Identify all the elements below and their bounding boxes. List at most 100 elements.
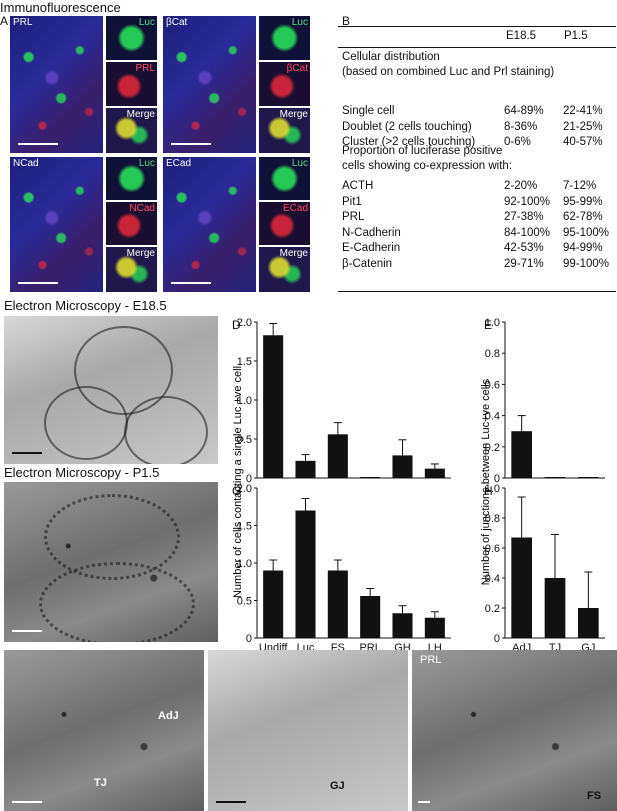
- panel-b-table: E18.5 P1.5 Cellular distribution (based …: [338, 16, 616, 294]
- bar: [295, 460, 316, 478]
- table-row: Doublet (2 cells touching) 8-36% 21-25%: [342, 121, 616, 136]
- scale-bar: [18, 143, 58, 145]
- x-tick-label: AdJ: [512, 642, 531, 650]
- table-cell-label: N-Cadherin: [342, 226, 401, 239]
- bar: [578, 608, 599, 638]
- table-cell-p15: 40-57%: [563, 136, 603, 149]
- scale-bar: [12, 801, 42, 803]
- table-cell-p15: 21-25%: [563, 120, 603, 133]
- bar: [511, 537, 532, 638]
- if-ecad-main-label: ECad: [166, 158, 192, 169]
- table-cell-e185: 8-36%: [504, 120, 538, 133]
- x-tick-label: GH: [394, 642, 411, 650]
- em-image-j: GJ: [208, 650, 408, 811]
- if-ncad-luc-label: Luc: [138, 158, 155, 169]
- table-header-row: E18.5 P1.5: [338, 30, 616, 46]
- if-ecad-merge-inset: Merge: [259, 247, 310, 292]
- table-section1-title: Cellular distribution: [342, 51, 440, 63]
- chart-d: 0 0.5 1.0 1.5 2.0: [237, 317, 451, 485]
- em-cell-outline: [39, 562, 195, 642]
- table-header-p15: P1.5: [564, 30, 588, 42]
- y-tick-label: 0: [246, 473, 252, 485]
- x-tick-label: Luc: [297, 642, 315, 650]
- bar: [263, 570, 284, 638]
- y-tick-label: 0.2: [485, 442, 500, 454]
- table-cell-label: Pit1: [342, 195, 362, 208]
- if-bcat-luc-label: Luc: [291, 17, 308, 28]
- table-cell-label: β-Catenin: [342, 258, 393, 270]
- table-cell-e185: 0-6%: [504, 136, 531, 149]
- scale-bar: [171, 143, 211, 145]
- em-cell-outline: [44, 386, 128, 460]
- em-label-gj: GJ: [330, 780, 345, 792]
- em-image-f: [4, 482, 218, 642]
- table-top-rule: [338, 26, 616, 27]
- scale-bar: [12, 630, 42, 632]
- chart-g: 0 0.5 1.0 1.5 2.0 Undiff Luc FS PRL GH LH: [237, 483, 451, 650]
- bar: [544, 578, 566, 638]
- table-cell-p15: 95-100%: [563, 226, 610, 239]
- x-tick-label: GJ: [581, 642, 595, 650]
- heading-immunofluorescence: Immunofluorescence: [0, 0, 121, 15]
- y-tick-label: 0.2: [485, 603, 500, 615]
- scale-bar: [171, 282, 211, 284]
- if-ncad-merge-label: Merge: [126, 248, 155, 259]
- y-tick-label: 0.4: [485, 573, 500, 585]
- chart-e: 0 0.2 0.4 0.6 0.8 1.0: [485, 317, 605, 485]
- scale-bar: [18, 282, 58, 284]
- em-label-tj: TJ: [94, 777, 107, 789]
- if-ecad-red-inset: ECad: [259, 202, 310, 245]
- em-label-fs: FS: [587, 790, 602, 802]
- table-section2-subtitle: cells showing co-expression with:: [342, 160, 513, 172]
- y-tick-label: 1.5: [237, 521, 252, 533]
- panel-label-a: A: [0, 14, 9, 28]
- if-prl-merge-inset: Merge: [106, 108, 157, 153]
- table-cell-label: E-Cadherin: [342, 242, 401, 255]
- ylabel-e-h: Number of junctions between Luc+ve cells: [480, 378, 492, 585]
- bar: [392, 455, 413, 478]
- table-cell-label: Single cell: [342, 105, 395, 117]
- y-tick-label: 1.5: [237, 356, 252, 368]
- if-ecad-luc-inset: Luc: [259, 157, 310, 200]
- x-tick-label: Undiff: [259, 642, 288, 650]
- if-prl-red-inset: PRL: [106, 62, 157, 106]
- y-tick-label: 0.4: [485, 411, 500, 423]
- em-label-prl: PRL: [420, 654, 442, 666]
- if-ecad-merge-label: Merge: [279, 248, 308, 259]
- if-bcat-red-inset: βCat: [259, 62, 310, 106]
- table-cell-p15: 95-99%: [563, 195, 603, 208]
- if-prl-main-label: PRL: [13, 17, 33, 28]
- table-row: Cluster (>2 cells touching) 0-6% 40-57%: [342, 136, 616, 151]
- table-cell-e185: 42-53%: [504, 242, 544, 255]
- heading-em-e185: Electron Microscopy - E18.5: [4, 298, 167, 313]
- table-header-rule: [338, 47, 616, 48]
- table-cell-e185: 84-100%: [504, 226, 551, 239]
- table-section2-title: Proportion of luciferase positive: [342, 145, 503, 157]
- bar: [424, 617, 445, 638]
- table-cell-p15: 94-99%: [563, 242, 603, 255]
- if-prl-luc-label: Luc: [138, 17, 155, 28]
- panel-label-d: D: [232, 318, 241, 332]
- table-cell-label: Cluster (>2 cells touching): [342, 136, 476, 149]
- table-cell-p15: 62-78%: [563, 211, 603, 224]
- panel-label-b: B: [342, 14, 351, 28]
- em-image-k: PRL FS: [412, 650, 617, 811]
- table-section1-subtitle: (based on combined Luc and Prl staining): [342, 66, 555, 78]
- if-ncad-merge-inset: Merge: [106, 247, 157, 292]
- panel-label-g: G: [232, 484, 242, 498]
- if-prl-main-image: PRL: [10, 16, 103, 153]
- y-tick-label: 0.6: [485, 543, 500, 555]
- table-header-e185: E18.5: [506, 30, 537, 42]
- y-tick-label: 0: [494, 473, 500, 485]
- bar: [424, 468, 445, 478]
- if-prl-merge-label: Merge: [126, 109, 155, 120]
- if-ncad-main-image: NCad: [10, 157, 103, 292]
- bar: [327, 434, 348, 478]
- if-ncad-red-label: NCad: [129, 203, 155, 214]
- table-cell-label: Doublet (2 cells touching): [342, 120, 472, 133]
- table-row: N-Cadherin 84-100% 95-100%: [342, 227, 616, 242]
- em-cell-outline: [124, 396, 208, 464]
- em-image-c: [4, 316, 218, 464]
- table-cell-e185: 29-71%: [504, 258, 544, 270]
- if-ecad-red-label: ECad: [282, 203, 308, 214]
